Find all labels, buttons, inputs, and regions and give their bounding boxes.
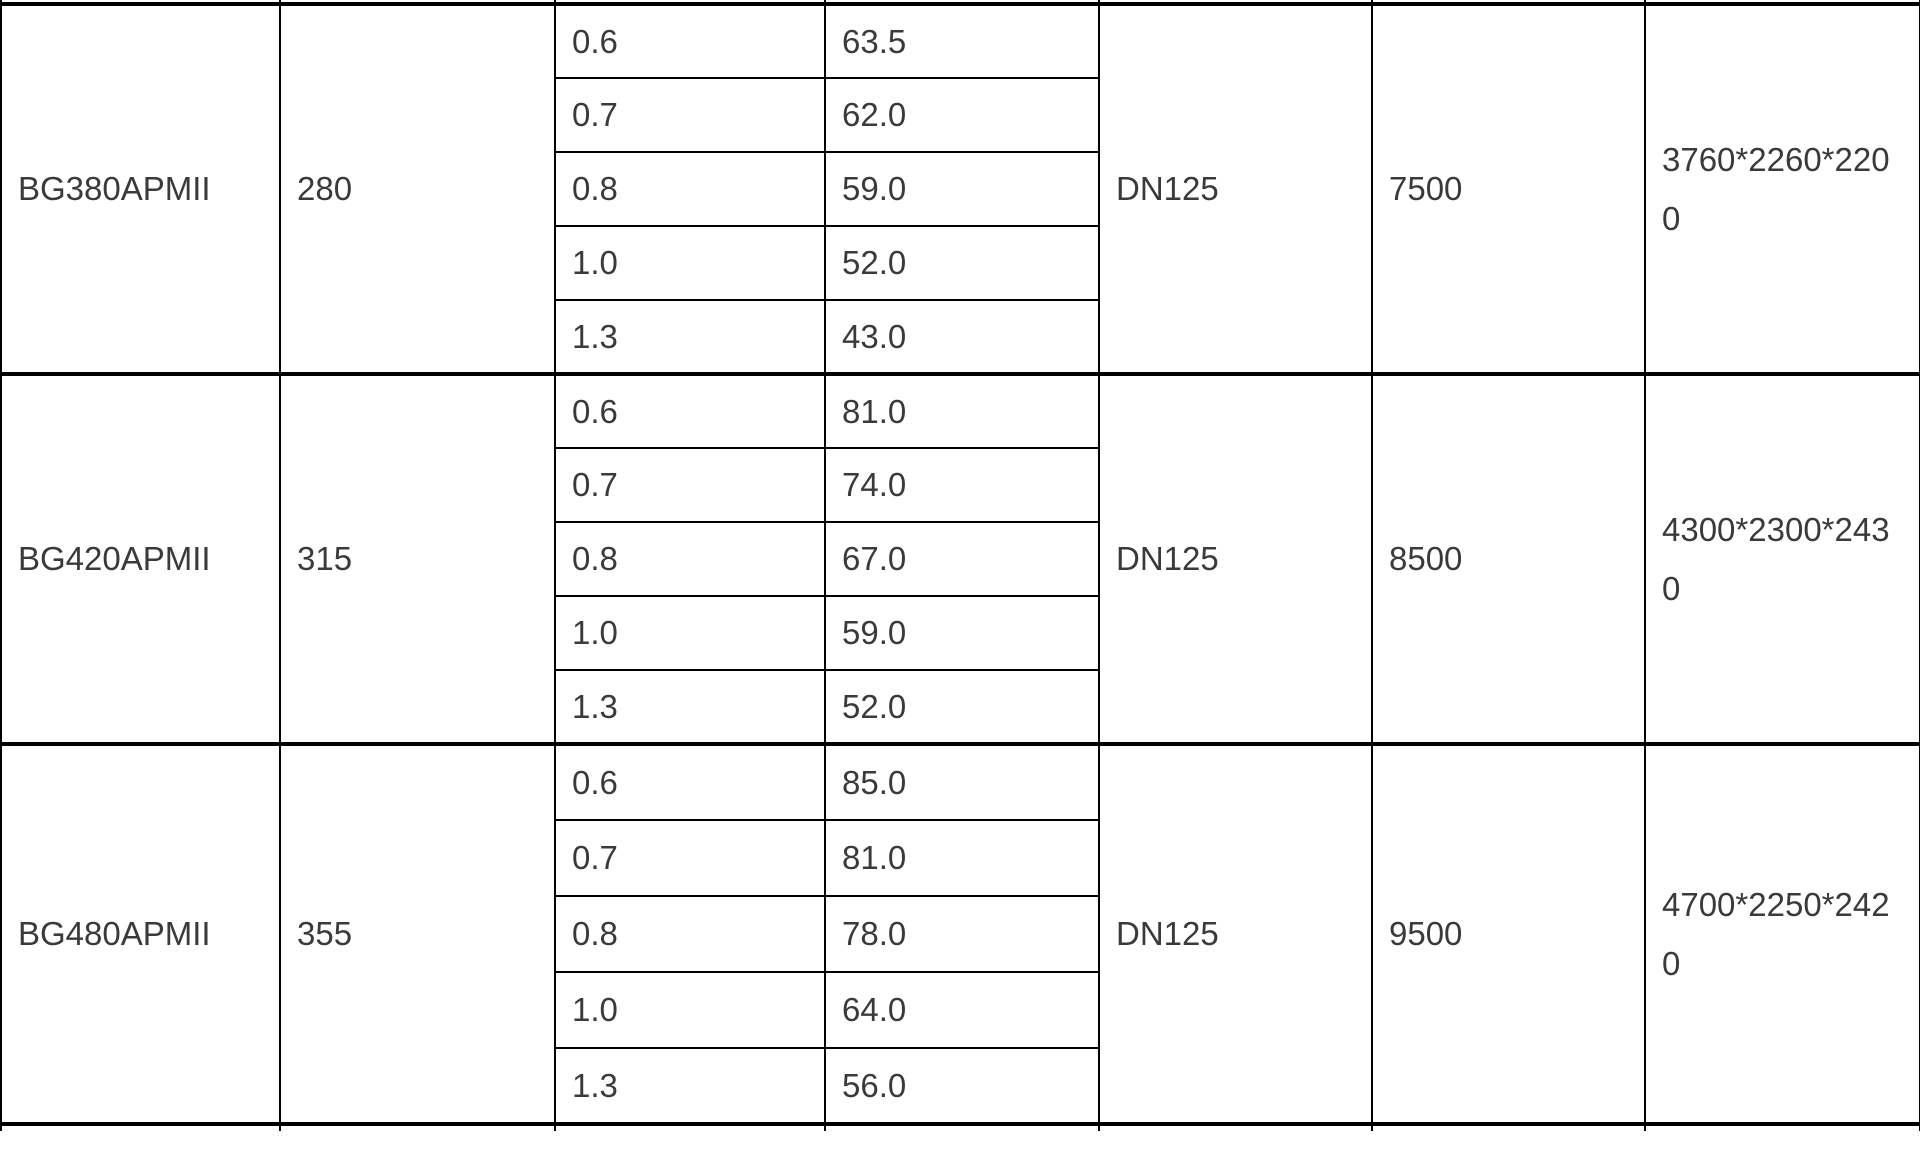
spec-table: BG380APMII 280 0.6 63.5 DN125 7500 3760*… — [0, 0, 1920, 1131]
weight-cell: 8500 — [1371, 372, 1646, 745]
pressure-cell: 0.6 — [554, 742, 826, 821]
flow-cell: 81.0 — [824, 372, 1100, 449]
flow-cell: 74.0 — [824, 447, 1100, 523]
dimensions-cell: 3760*2260*2200 — [1644, 2, 1920, 375]
power-cell: 355 — [279, 742, 556, 1125]
table-row: 1.0 52.0 — [1, 225, 1920, 301]
flow-cell: 63.5 — [824, 2, 1100, 79]
dimensions-cell: 4700*2250*2420 — [1644, 742, 1920, 1125]
partial-cell — [1644, 0, 1920, 5]
flow-cell: 56.0 — [824, 1047, 1100, 1125]
flow-cell: 59.0 — [824, 595, 1100, 671]
power-cell: 280 — [279, 2, 556, 375]
partial-cell — [0, 0, 281, 5]
flow-cell: 67.0 — [824, 521, 1100, 597]
pressure-cell: 0.7 — [554, 819, 826, 897]
flow-cell: 64.0 — [824, 971, 1100, 1049]
pressure-cell: 0.6 — [554, 372, 826, 449]
partial-cell — [279, 1122, 556, 1131]
model-cell: BG480APMII — [0, 742, 281, 1125]
table-row: 1.3 56.0 — [1, 1047, 1920, 1125]
pressure-cell: 0.6 — [554, 2, 826, 79]
partial-cell — [1644, 1122, 1920, 1131]
pressure-cell: 1.3 — [554, 299, 826, 375]
pressure-cell: 0.7 — [554, 447, 826, 523]
pressure-cell: 1.3 — [554, 1047, 826, 1125]
table-row: BG420APMII 315 0.6 81.0 DN125 8500 4300*… — [0, 372, 1920, 745]
outlet-cell: DN125 — [1098, 742, 1373, 1125]
flow-cell: 62.0 — [824, 77, 1100, 153]
partial-cell — [0, 1122, 281, 1131]
table-row: 1.3 52.0 — [1, 669, 1920, 745]
weight-cell: 9500 — [1371, 742, 1646, 1125]
outlet-cell: DN125 — [1098, 2, 1373, 375]
table-row: 0.8 78.0 — [1, 895, 1920, 973]
partial-cell — [279, 0, 556, 5]
pressure-cell: 0.8 — [554, 521, 826, 597]
partial-cell — [824, 0, 1100, 5]
partial-cell — [1098, 1122, 1373, 1131]
table-row-partial-bottom — [0, 1122, 1920, 1131]
pressure-cell: 1.0 — [554, 595, 826, 671]
partial-cell — [554, 1122, 826, 1131]
flow-cell: 78.0 — [824, 895, 1100, 973]
dimensions-cell: 4300*2300*2430 — [1644, 372, 1920, 745]
flow-cell: 52.0 — [824, 225, 1100, 301]
model-cell: BG420APMII — [0, 372, 281, 745]
table-row: 0.8 67.0 — [1, 521, 1920, 597]
table-row: 0.7 81.0 — [1, 819, 1920, 897]
table-row: BG380APMII 280 0.6 63.5 DN125 7500 3760*… — [0, 2, 1920, 375]
model-cell: BG380APMII — [0, 2, 281, 375]
partial-cell — [1098, 0, 1373, 5]
power-cell: 315 — [279, 372, 556, 745]
table-row: 1.3 43.0 — [1, 299, 1920, 375]
table-row-partial-top — [0, 0, 1920, 5]
partial-cell — [554, 0, 826, 5]
flow-cell: 43.0 — [824, 299, 1100, 375]
table-row: 0.7 62.0 — [1, 77, 1920, 153]
flow-cell: 59.0 — [824, 151, 1100, 227]
table-row: 1.0 64.0 — [1, 971, 1920, 1049]
partial-cell — [824, 1122, 1100, 1131]
table-row: 0.7 74.0 — [1, 447, 1920, 523]
pressure-cell: 0.8 — [554, 895, 826, 973]
pressure-cell: 0.8 — [554, 151, 826, 227]
outlet-cell: DN125 — [1098, 372, 1373, 745]
table-row: 1.0 59.0 — [1, 595, 1920, 671]
partial-cell — [1371, 0, 1646, 5]
pressure-cell: 1.0 — [554, 971, 826, 1049]
flow-cell: 85.0 — [824, 742, 1100, 821]
pressure-cell: 1.0 — [554, 225, 826, 301]
pressure-cell: 1.3 — [554, 669, 826, 745]
flow-cell: 52.0 — [824, 669, 1100, 745]
pressure-cell: 0.7 — [554, 77, 826, 153]
table-row: 0.8 59.0 — [1, 151, 1920, 227]
table-row: BG480APMII 355 0.6 85.0 DN125 9500 4700*… — [0, 742, 1920, 1125]
flow-cell: 81.0 — [824, 819, 1100, 897]
partial-cell — [1371, 1122, 1646, 1131]
weight-cell: 7500 — [1371, 2, 1646, 375]
